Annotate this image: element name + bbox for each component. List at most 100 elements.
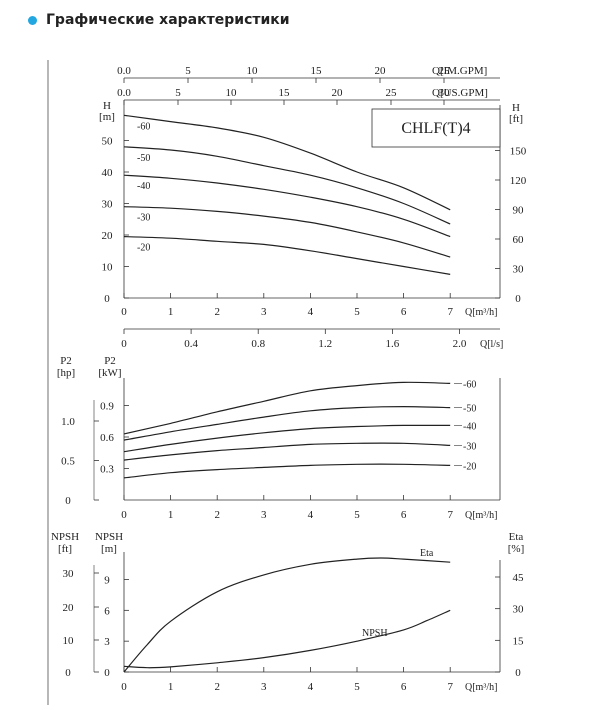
us-gpm-tick-label: 0.0 (117, 87, 131, 99)
power-hp-label-unit: [hp] (57, 367, 75, 379)
power-hp-tick-label: 0.5 (61, 456, 75, 468)
im-gpm-tick-label: 25 (439, 65, 451, 77)
flow-tick-label: 0 (121, 306, 127, 318)
ls-tick-label: 2.0 (453, 338, 467, 350)
us-gpm-axis-label: Q[US.GPM] (432, 87, 488, 99)
eta-tick-label: 30 (513, 604, 525, 616)
power-kw-tick-label: 0.3 (100, 464, 114, 476)
us-gpm-tick-label: 25 (386, 87, 398, 99)
eta-label-symbol: Eta (509, 531, 524, 543)
power-curve-label: -30 (463, 441, 476, 452)
bullet-icon (28, 15, 37, 25)
flow-tick-label: 7 (447, 306, 453, 318)
us-gpm-tick-label: 10 (226, 87, 238, 99)
h-m-tick-label: 40 (102, 167, 114, 179)
h-m-tick-label: 10 (102, 262, 114, 274)
head-curve (123, 146, 451, 225)
h-axis-label-unit: [m] (99, 111, 115, 123)
flow-tick-label: 2 (214, 306, 220, 318)
npsh-ft-label-symbol: NPSH (51, 531, 79, 543)
h-ft-tick-label: 60 (513, 234, 525, 246)
npsh-flow-tick-label: 2 (214, 681, 220, 693)
section-title: Графические характеристики (46, 12, 290, 28)
power-curve (123, 424, 451, 453)
flow-tick-label: 3 (261, 306, 267, 318)
head-curve-label: -40 (137, 181, 150, 192)
flow-axis-label: Q[m³/h] (465, 307, 497, 318)
eta-tick-label: 15 (513, 635, 525, 647)
power-curve-label: -60 (463, 379, 476, 390)
npsh-flow-tick-label: 3 (261, 681, 267, 693)
flow-tick-label: 5 (354, 306, 360, 318)
npsh-m-label-symbol: NPSH (95, 531, 123, 543)
power-curve-label: -50 (463, 404, 476, 415)
ls-tick-label: 0.4 (184, 338, 198, 350)
npsh-ft-tick-label: 10 (63, 635, 75, 647)
head-curve (123, 114, 451, 211)
power-curve (123, 405, 451, 441)
us-gpm-tick-label: 5 (175, 87, 181, 99)
im-gpm-tick-label: 0.0 (117, 65, 131, 77)
npsh-flow-tick-label: 7 (447, 681, 453, 693)
npsh-ft-label-unit: [ft] (58, 543, 72, 555)
model-label-box (371, 108, 501, 148)
eta-curve-label: Eta (420, 548, 434, 559)
power-flow-tick-label: 3 (261, 509, 267, 521)
model-label: CHLF(T)4 (401, 120, 470, 137)
head-curve-label: -60 (137, 121, 150, 132)
npsh-curve (123, 609, 451, 669)
npsh-flow-axis-label: Q[m³/h] (465, 682, 497, 693)
h-m-tick-label: 0 (104, 293, 110, 305)
head-curve (123, 174, 451, 238)
power-flow-tick-label: 2 (214, 509, 220, 521)
power-kw-label-unit: [kW] (98, 367, 121, 379)
npsh-m-tick-label: 3 (104, 636, 110, 648)
us-gpm-tick-label: 15 (279, 87, 291, 99)
h-ft-tick-label: 150 (510, 146, 527, 158)
us-gpm-tick-label: 20 (332, 87, 344, 99)
eta-label-unit: [%] (508, 543, 525, 555)
power-flow-tick-label: 5 (354, 509, 360, 521)
power-curve-label: -20 (463, 461, 476, 472)
h-m-tick-label: 20 (102, 230, 114, 242)
h-m-tick-label: 50 (102, 136, 114, 148)
h-ft-axis-label-symbol: H (512, 102, 520, 114)
h-axis-label-symbol: H (103, 100, 111, 112)
h-ft-tick-label: 0 (515, 293, 521, 305)
eta-tick-label: 45 (513, 572, 525, 584)
npsh-curve-label: NPSH (362, 628, 388, 639)
npsh-flow-tick-label: 1 (168, 681, 174, 693)
power-curve (123, 463, 451, 479)
power-hp-label-symbol: P2 (60, 355, 72, 367)
npsh-m-tick-label: 9 (104, 575, 110, 587)
npsh-m-tick-label: 0 (104, 667, 110, 679)
power-hp-tick-label: 0 (65, 495, 71, 507)
power-kw-label-symbol: P2 (104, 355, 116, 367)
power-flow-tick-label: 1 (168, 509, 174, 521)
power-curve (123, 442, 451, 461)
h-ft-tick-label: 120 (510, 175, 527, 187)
head-curve (123, 236, 451, 275)
ls-tick-label: 1.2 (318, 338, 332, 350)
npsh-ft-tick-label: 0 (65, 667, 71, 679)
im-gpm-tick-label: 5 (185, 65, 191, 77)
us-gpm-tick-label: 30 (439, 87, 451, 99)
ls-axis-label: Q[l/s] (480, 339, 503, 350)
head-curve (123, 206, 451, 258)
h-m-tick-label: 30 (102, 199, 114, 211)
head-curve-label: -20 (137, 243, 150, 254)
eta-curve (123, 557, 451, 673)
im-gpm-tick-label: 20 (375, 65, 387, 77)
flow-tick-label: 1 (168, 306, 174, 318)
npsh-ft-tick-label: 30 (63, 568, 75, 580)
flow-tick-label: 6 (401, 306, 407, 318)
power-curve-label: -40 (463, 421, 476, 432)
im-gpm-axis-label: Q[IM.GPM] (432, 65, 487, 77)
npsh-flow-tick-label: 5 (354, 681, 360, 693)
npsh-flow-tick-label: 6 (401, 681, 407, 693)
npsh-flow-tick-label: 4 (308, 681, 314, 693)
ls-tick-label: 1.6 (386, 338, 400, 350)
power-kw-tick-label: 0.6 (100, 432, 114, 444)
power-hp-tick-label: 1.0 (61, 416, 75, 428)
